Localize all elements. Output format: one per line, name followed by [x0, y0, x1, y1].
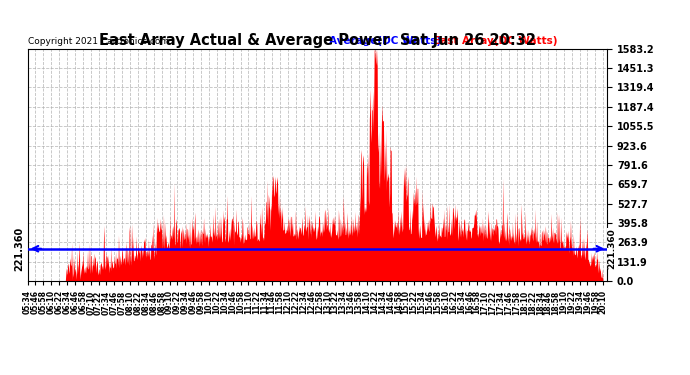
Text: 221.360: 221.360	[14, 226, 25, 271]
Text: Copyright 2021 Cartronics.com: Copyright 2021 Cartronics.com	[28, 38, 169, 46]
Text: East Array(DC Watts): East Array(DC Watts)	[433, 36, 558, 46]
Text: Average(DC Watts): Average(DC Watts)	[329, 36, 441, 46]
Text: 221.360: 221.360	[607, 228, 616, 269]
Title: East Array Actual & Average Power  Sat Jun 26 20:32: East Array Actual & Average Power Sat Ju…	[99, 33, 536, 48]
